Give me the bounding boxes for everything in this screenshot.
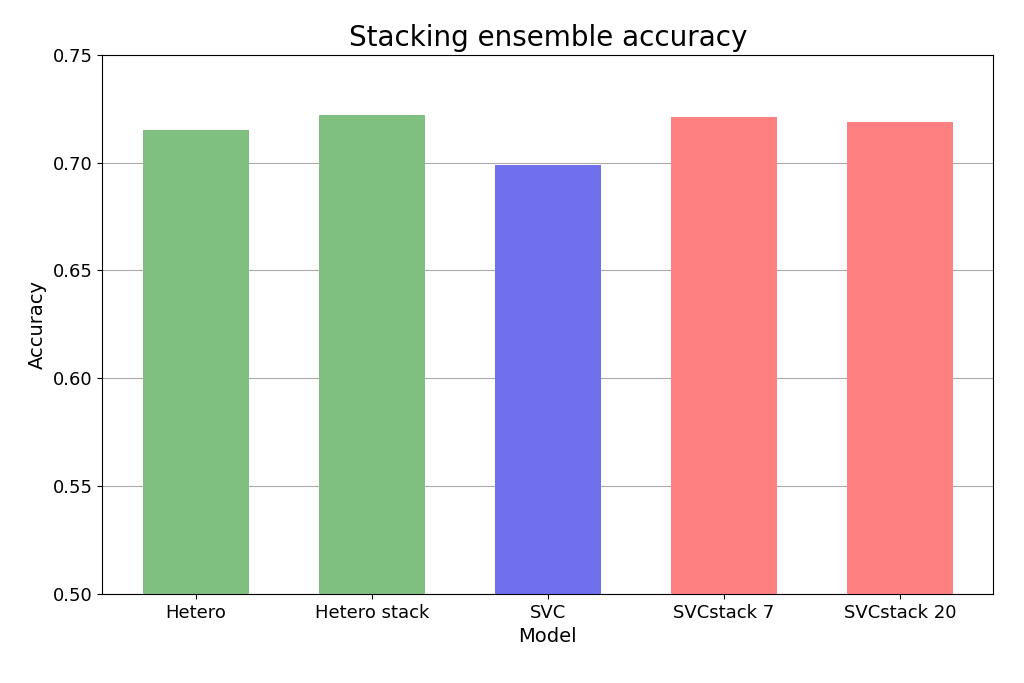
- Title: Stacking ensemble accuracy: Stacking ensemble accuracy: [348, 25, 748, 53]
- X-axis label: Model: Model: [518, 628, 578, 647]
- Bar: [318, 115, 425, 683]
- Bar: [495, 165, 601, 683]
- Y-axis label: Accuracy: Accuracy: [28, 280, 47, 369]
- Bar: [847, 122, 952, 683]
- Bar: [671, 117, 777, 683]
- Bar: [143, 130, 249, 683]
